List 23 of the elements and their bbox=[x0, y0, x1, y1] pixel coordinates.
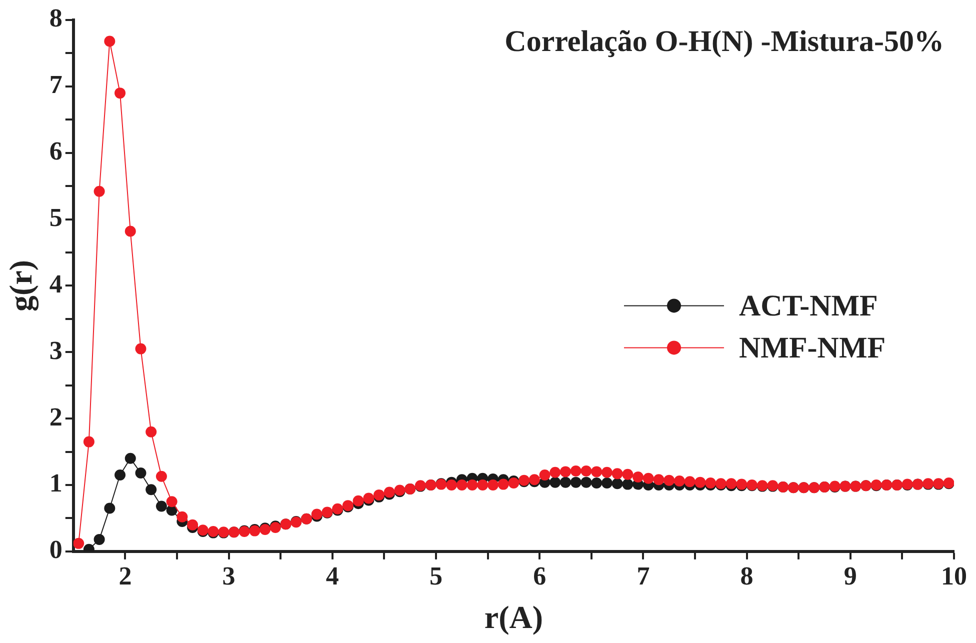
legend-label: NMF-NMF bbox=[739, 331, 886, 364]
x-tick-label: 8 bbox=[740, 562, 754, 591]
y-tick-label: 0 bbox=[49, 535, 62, 564]
y-tick-label: 4 bbox=[49, 269, 62, 298]
y-axis-title: g(r) bbox=[2, 260, 40, 312]
legend-label: ACT-NMF bbox=[739, 289, 878, 322]
y-tick-label: 1 bbox=[49, 468, 62, 498]
x-tick-label: 10 bbox=[941, 562, 967, 591]
x-tick-label: 7 bbox=[636, 562, 650, 591]
chart-title: Correlação O-H(N) -Mistura-50% bbox=[504, 24, 944, 58]
x-tick-label: 2 bbox=[118, 562, 132, 591]
y-tick-label: 7 bbox=[49, 70, 62, 100]
y-tick-label: 5 bbox=[49, 202, 62, 232]
y-tick-label: 2 bbox=[49, 402, 62, 432]
x-tick-label: 9 bbox=[844, 562, 857, 591]
y-tick-label: 6 bbox=[49, 136, 62, 166]
x-axis-title: r(A) bbox=[484, 599, 544, 636]
x-tick-label: 5 bbox=[430, 562, 442, 591]
x-tick-label: 6 bbox=[533, 562, 546, 591]
y-tick-label: 8 bbox=[49, 4, 62, 33]
y-tick-label: 3 bbox=[49, 336, 62, 365]
x-tick-label: 4 bbox=[326, 562, 339, 591]
x-tick-label: 3 bbox=[222, 562, 236, 591]
